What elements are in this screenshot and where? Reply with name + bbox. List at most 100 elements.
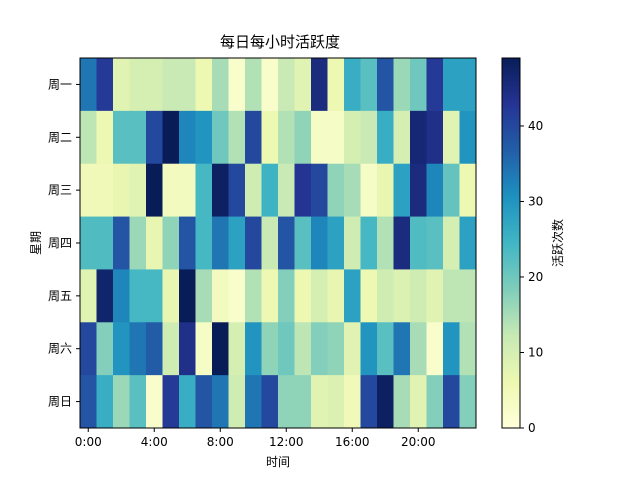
x-axis-ticks: 0:00 4:00 8:00 12:00 16:00 20:00: [75, 428, 436, 449]
heatmap-cell: [179, 269, 196, 323]
y-tick-label: 周一: [48, 77, 72, 91]
heatmap-cell: [443, 58, 460, 112]
heatmap-cell: [261, 216, 279, 270]
heatmap-cell: [278, 110, 295, 165]
heatmap-cell: [360, 163, 378, 217]
heatmap-cell: [311, 269, 328, 323]
x-tick-label: 8:00: [207, 435, 234, 449]
heatmap-cell: [245, 322, 262, 376]
heatmap-cell: [344, 58, 361, 112]
heatmap-cell: [245, 216, 262, 270]
heatmap-cell: [146, 163, 163, 217]
heatmap-cell: [294, 269, 312, 323]
heatmap-cell: [195, 58, 213, 112]
heatmap-cell: [327, 163, 345, 217]
heatmap-cell: [245, 163, 262, 217]
heatmap-cell: [344, 216, 361, 270]
heatmap-cell: [162, 110, 180, 165]
heatmap-cell: [327, 375, 345, 429]
heatmap-cell: [327, 216, 345, 270]
heatmap-cell: [261, 58, 279, 112]
heatmap-cell: [278, 216, 295, 270]
heatmap-cell: [80, 163, 97, 217]
heatmap-cell: [410, 322, 427, 376]
y-axis-label: 星期: [29, 231, 43, 255]
heatmap-cell: [426, 110, 444, 165]
heatmap-cell: [294, 322, 312, 376]
heatmap-cell: [113, 322, 130, 376]
heatmap-cell: [129, 375, 147, 429]
heatmap-cell: [426, 216, 444, 270]
heatmap-cell: [212, 58, 229, 112]
heatmap-cell: [80, 269, 97, 323]
heatmap-cell: [162, 269, 180, 323]
y-tick-label: 周二: [48, 130, 72, 144]
heatmap-cell: [344, 375, 361, 429]
heatmap-cell: [96, 216, 114, 270]
heatmap-cell: [459, 269, 477, 323]
heatmap-cell: [129, 322, 147, 376]
heatmap-cell: [245, 110, 262, 165]
y-tick-label: 周日: [48, 395, 72, 409]
heatmap-cell: [443, 163, 460, 217]
heatmap-cell: [360, 322, 378, 376]
heatmap-cell: [344, 110, 361, 165]
heatmap-cell: [443, 375, 460, 429]
heatmap-cell: [96, 375, 114, 429]
heatmap-cell: [360, 375, 378, 429]
colorbar-tick-label: 10: [528, 345, 543, 359]
heatmap-cell: [327, 58, 345, 112]
heatmap-cell: [278, 163, 295, 217]
heatmap-cell: [113, 110, 130, 165]
heatmap-cell: [311, 322, 328, 376]
heatmap-cell: [129, 216, 147, 270]
heatmap-cell: [393, 269, 411, 323]
heatmap-cell: [393, 110, 411, 165]
heatmap-cell: [294, 58, 312, 112]
heatmap-cell: [344, 322, 361, 376]
heatmap-cell: [377, 58, 394, 112]
heatmap-cell: [212, 216, 229, 270]
heatmap-cell: [377, 163, 394, 217]
heatmap-cell: [410, 269, 427, 323]
x-tick-label: 0:00: [75, 435, 102, 449]
heatmap-cell: [360, 110, 378, 165]
heatmap-cell: [393, 163, 411, 217]
heatmap-cell: [96, 58, 114, 112]
heatmap-cell: [245, 375, 262, 429]
heatmap-cell: [113, 216, 130, 270]
heatmap-cell: [459, 322, 477, 376]
heatmap-cell: [162, 216, 180, 270]
heatmap-cell: [443, 110, 460, 165]
heatmap-cell: [228, 375, 246, 429]
heatmap-cell: [96, 269, 114, 323]
heatmap-cell: [410, 58, 427, 112]
heatmap-cell: [311, 216, 328, 270]
heatmap-cell: [344, 163, 361, 217]
heatmap-cell: [311, 110, 328, 165]
heatmap-cell: [179, 216, 196, 270]
heatmap-cell: [113, 269, 130, 323]
heatmap-cell: [327, 322, 345, 376]
chart-title: 每日每小时活跃度: [220, 33, 340, 51]
heatmap-cell: [113, 163, 130, 217]
heatmap-cell: [195, 163, 213, 217]
x-tick-label: 20:00: [401, 435, 436, 449]
heatmap-cell: [261, 375, 279, 429]
heatmap-cell: [162, 375, 180, 429]
heatmap-cell: [393, 375, 411, 429]
heatmap-cell: [179, 110, 196, 165]
heatmap-cell: [278, 322, 295, 376]
heatmap-cell: [261, 110, 279, 165]
heatmap-cell: [426, 163, 444, 217]
colorbar-ticks: 0 10 20 30 40: [520, 119, 543, 435]
heatmap-cell: [80, 375, 97, 429]
heatmap-cell: [459, 163, 477, 217]
x-tick-label: 16:00: [335, 435, 370, 449]
heatmap-cell: [360, 58, 378, 112]
heatmap-cell: [146, 58, 163, 112]
heatmap-cell: [377, 375, 394, 429]
heatmap-cell: [80, 216, 97, 270]
heatmap-cell: [212, 322, 229, 376]
